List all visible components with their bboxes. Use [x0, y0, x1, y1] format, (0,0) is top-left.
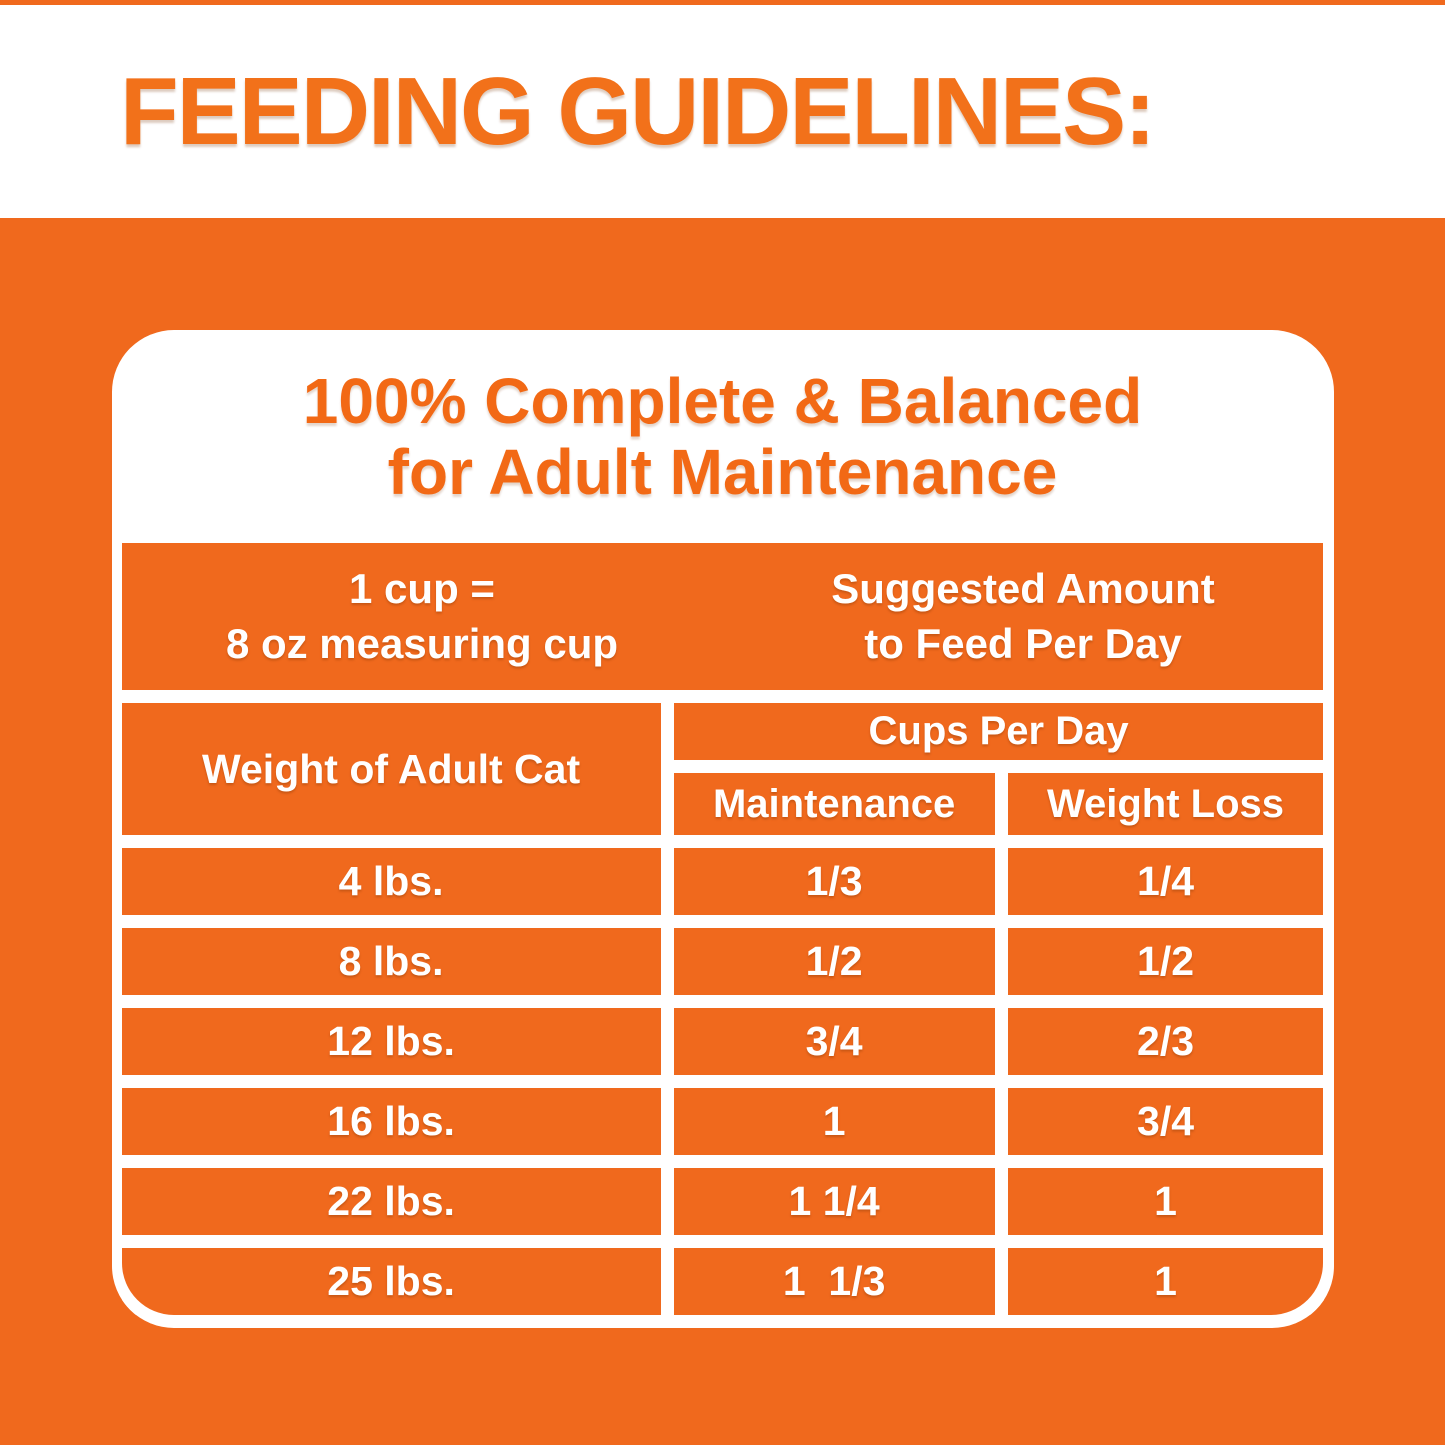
table-intro-row: 1 cup = 8 oz measuring cup Suggested Amo…: [121, 543, 1324, 690]
orange-background: 100% Complete & Balanced for Adult Maint…: [0, 218, 1445, 1445]
table-row-4-maintenance: 1 1/4: [673, 1168, 995, 1235]
table-row-3-maintenance: 1: [673, 1088, 995, 1155]
feeding-guidelines-panel: 100% Complete & Balanced for Adult Maint…: [111, 330, 1334, 1328]
table-row-2-maintenance: 3/4: [673, 1008, 995, 1075]
column-header-weight-loss: Weight Loss: [1007, 773, 1324, 835]
suggested-line2: to Feed Per Day: [864, 619, 1182, 667]
table-row-3-weight: 16 lbs.: [121, 1088, 661, 1155]
table-row-0-maintenance: 1/3: [673, 848, 995, 915]
table-row-4-weight-loss: 1: [1007, 1168, 1324, 1235]
table-row-4-weight: 22 lbs.: [121, 1168, 661, 1235]
group-header-cups-per-day: Cups Per Day: [673, 703, 1324, 760]
feeding-table: 1 cup = 8 oz measuring cup Suggested Amo…: [112, 543, 1334, 1328]
cup-measure-note: 1 cup = 8 oz measuring cup: [122, 562, 723, 671]
table-row-1-weight-loss: 1/2: [1007, 928, 1324, 995]
cup-note-line1: 1 cup =: [349, 564, 495, 612]
panel-heading-line1: 100% Complete & Balanced: [302, 365, 1143, 438]
table-row-2-weight: 12 lbs.: [121, 1008, 661, 1075]
column-header-weight: Weight of Adult Cat: [121, 703, 661, 835]
panel-heading-line2: for Adult Maintenance: [387, 435, 1058, 508]
table-row-5-weight-loss: 1: [1007, 1248, 1324, 1315]
column-header-maintenance: Maintenance: [673, 773, 995, 835]
panel-heading: 100% Complete & Balanced for Adult Maint…: [112, 330, 1334, 543]
table-row-1-weight: 8 lbs.: [121, 928, 661, 995]
table-row-2-weight-loss: 2/3: [1007, 1008, 1324, 1075]
table-row-0-weight: 4 lbs.: [121, 848, 661, 915]
suggested-line1: Suggested Amount: [831, 564, 1215, 612]
suggested-amount-note: Suggested Amount to Feed Per Day: [722, 562, 1323, 671]
table-row-5-weight: 25 lbs.: [121, 1248, 661, 1315]
top-edge-strip: [0, 0, 1445, 5]
feeding-table-grid: 1 cup = 8 oz measuring cup Suggested Amo…: [121, 543, 1324, 1315]
table-row-1-maintenance: 1/2: [673, 928, 995, 995]
table-row-3-weight-loss: 3/4: [1007, 1088, 1324, 1155]
page-title: FEEDING GUIDELINES:: [120, 57, 1156, 165]
cup-note-line2: 8 oz measuring cup: [225, 619, 619, 667]
page-header: FEEDING GUIDELINES:: [0, 5, 1445, 218]
table-row-0-weight-loss: 1/4: [1007, 848, 1324, 915]
table-row-5-maintenance: 1 1/3: [673, 1248, 995, 1315]
